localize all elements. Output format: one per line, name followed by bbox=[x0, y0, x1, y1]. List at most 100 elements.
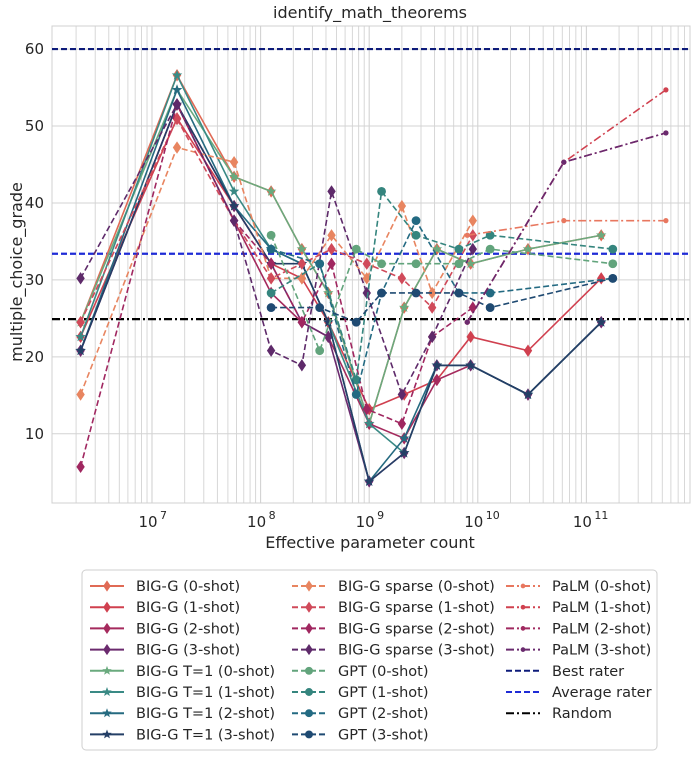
data-point bbox=[297, 316, 307, 329]
data-point bbox=[561, 218, 567, 224]
data-point bbox=[398, 302, 410, 313]
legend-item: PaLM (3-shot) bbox=[506, 643, 651, 659]
series-line bbox=[466, 132, 667, 323]
x-tick-exponent: 8 bbox=[269, 509, 276, 522]
data-point bbox=[327, 185, 336, 198]
data-point bbox=[103, 644, 111, 656]
series-layer bbox=[75, 69, 669, 488]
legend-item: GPT (2-shot) bbox=[292, 706, 429, 722]
legend-label: BIG-G sparse (2-shot) bbox=[338, 621, 495, 637]
data-point bbox=[377, 288, 386, 298]
legend-item: BIG-G sparse (1-shot) bbox=[292, 600, 495, 616]
legend-label: BIG-G sparse (1-shot) bbox=[338, 600, 495, 616]
series-line bbox=[79, 87, 602, 484]
legend-label: PaLM (3-shot) bbox=[552, 643, 651, 659]
data-point bbox=[323, 316, 334, 327]
legend-item: BIG-G (0-shot) bbox=[90, 579, 240, 595]
legend-item: BIG-G T=1 (3-shot) bbox=[90, 727, 275, 743]
series-line bbox=[79, 117, 474, 323]
data-point bbox=[597, 272, 606, 285]
data-point bbox=[228, 171, 240, 182]
series-big-g-sparse-3-shot bbox=[76, 98, 478, 401]
legend-label: GPT (1-shot) bbox=[338, 685, 429, 701]
y-tick-label: 30 bbox=[25, 271, 44, 289]
data-point bbox=[522, 389, 534, 399]
legend-item: Random bbox=[506, 706, 612, 722]
legend-item: PaLM (0-shot) bbox=[506, 579, 651, 595]
data-point bbox=[265, 185, 277, 196]
data-point bbox=[561, 159, 567, 165]
data-point bbox=[296, 243, 308, 254]
data-point bbox=[228, 200, 240, 211]
data-point bbox=[103, 622, 111, 634]
x-tick-label: 10 bbox=[138, 513, 157, 531]
data-point bbox=[363, 418, 375, 429]
data-point bbox=[351, 375, 361, 385]
legend-item: GPT (3-shot) bbox=[292, 727, 429, 743]
data-point bbox=[427, 286, 437, 300]
legend-box bbox=[81, 569, 658, 751]
legend-label: BIG-G (0-shot) bbox=[136, 579, 240, 595]
data-point bbox=[485, 244, 495, 254]
series-line bbox=[79, 73, 602, 455]
data-point bbox=[103, 601, 111, 613]
data-point bbox=[76, 388, 85, 401]
data-point bbox=[362, 257, 371, 270]
data-point bbox=[351, 390, 361, 399]
data-point bbox=[485, 230, 495, 240]
data-point bbox=[595, 229, 607, 240]
data-point bbox=[663, 218, 669, 224]
data-point bbox=[171, 69, 183, 80]
legend-label: PaLM (2-shot) bbox=[552, 621, 651, 637]
y-tick-label: 50 bbox=[25, 117, 44, 135]
data-point bbox=[520, 604, 526, 610]
data-point bbox=[266, 257, 276, 270]
data-point bbox=[466, 330, 475, 344]
data-point bbox=[663, 130, 669, 136]
legend-item: BIG-G T=1 (0-shot) bbox=[90, 664, 275, 680]
data-point bbox=[266, 272, 276, 285]
data-point bbox=[315, 346, 325, 356]
data-point bbox=[305, 580, 313, 592]
legend-label: Average rater bbox=[552, 685, 652, 701]
data-point bbox=[266, 288, 276, 298]
data-point bbox=[324, 330, 333, 344]
series-palm-0-shot bbox=[464, 218, 669, 238]
data-point bbox=[427, 330, 437, 344]
legend-item: BIG-G sparse (3-shot) bbox=[292, 643, 495, 659]
data-point bbox=[297, 272, 307, 285]
data-point bbox=[398, 432, 410, 443]
data-point bbox=[75, 345, 86, 356]
data-point bbox=[315, 259, 325, 269]
legend-label: BIG-G (2-shot) bbox=[136, 621, 240, 637]
data-point bbox=[432, 373, 442, 387]
data-point bbox=[362, 272, 371, 285]
series-line bbox=[466, 132, 667, 323]
data-point bbox=[454, 259, 464, 269]
data-point bbox=[171, 84, 183, 95]
x-tick-label: 10 bbox=[464, 513, 483, 531]
data-point bbox=[305, 688, 313, 696]
series-gpt-3-shot bbox=[266, 273, 618, 327]
data-point bbox=[431, 243, 443, 254]
data-point bbox=[75, 331, 86, 342]
legend-item: GPT (1-shot) bbox=[292, 685, 429, 701]
data-point bbox=[305, 666, 313, 675]
data-point bbox=[228, 185, 240, 196]
series-line bbox=[79, 102, 602, 483]
legend-item: BIG-G (1-shot) bbox=[90, 600, 240, 616]
data-point bbox=[229, 155, 239, 169]
x-axis-label: Effective parameter count bbox=[265, 533, 475, 552]
data-point bbox=[397, 417, 407, 430]
x-tick-exponent: 9 bbox=[377, 509, 384, 522]
data-point bbox=[468, 242, 478, 256]
data-point bbox=[76, 460, 85, 474]
data-point bbox=[411, 216, 421, 226]
legend-item: PaLM (2-shot) bbox=[506, 621, 651, 637]
x-tick-exponent: 7 bbox=[160, 509, 167, 522]
chart-title: identify_math_theorems bbox=[273, 3, 467, 23]
data-point bbox=[608, 273, 618, 283]
data-point bbox=[351, 317, 361, 327]
data-point bbox=[315, 303, 325, 312]
data-point bbox=[362, 286, 371, 300]
